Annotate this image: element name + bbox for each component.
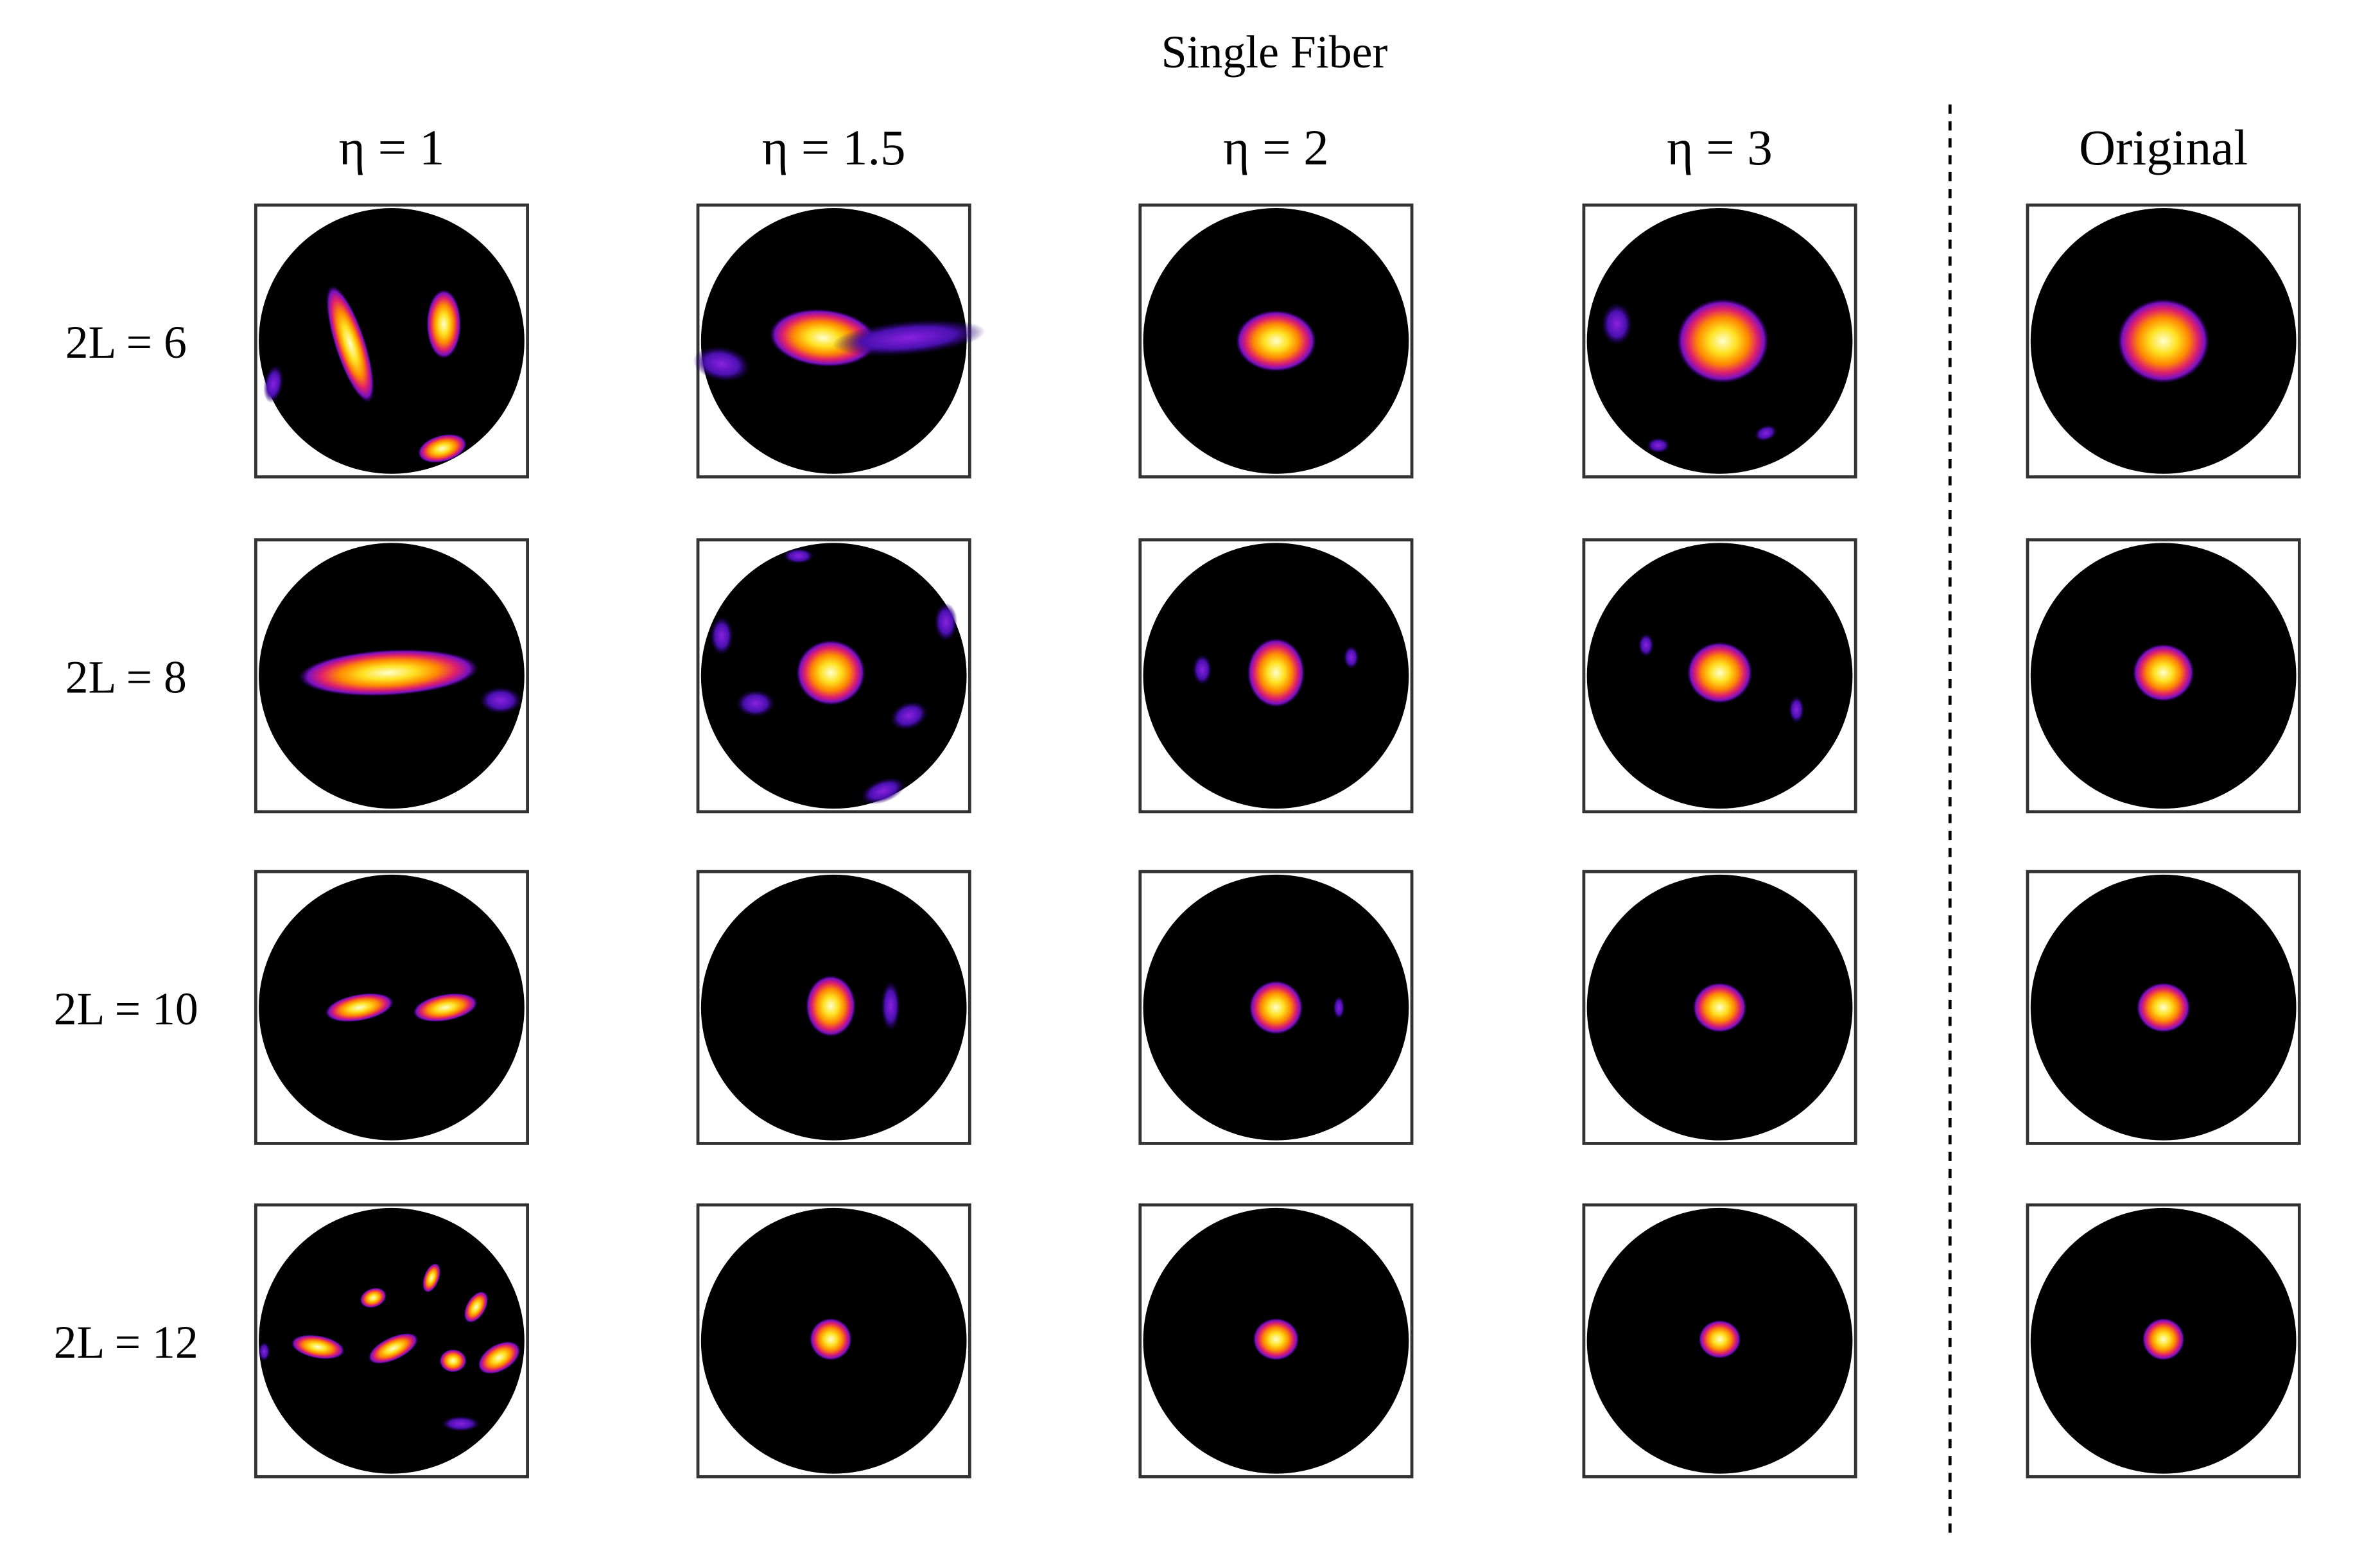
panel <box>696 538 971 814</box>
panel <box>1582 1203 1857 1478</box>
column-header: Original <box>2079 120 2248 176</box>
panel <box>2026 538 2301 814</box>
panel <box>696 1203 971 1478</box>
glyph-lobe <box>1676 299 1769 383</box>
glyph-lobe <box>439 1349 467 1372</box>
panel <box>1582 538 1857 814</box>
panel <box>696 870 971 1145</box>
glyph-lobe <box>1192 654 1212 685</box>
panel <box>1582 870 1857 1145</box>
glyph-lobe <box>934 602 958 642</box>
glyph-lobe <box>1247 638 1305 708</box>
glyph-lobe <box>1789 696 1805 723</box>
panel <box>1582 203 1857 478</box>
glyph-lobe <box>413 993 478 1022</box>
glyph-lobe <box>417 434 467 463</box>
panel <box>1138 870 1414 1145</box>
glyph-lobe <box>710 617 734 655</box>
column-header: η = 3 <box>1667 120 1773 176</box>
panel <box>2026 870 2301 1145</box>
glyph-lobe <box>2117 299 2210 383</box>
glyph-lobe <box>360 1287 387 1308</box>
glyph-lobe <box>422 1263 441 1293</box>
glyph-lobe <box>860 777 905 805</box>
glyph-lobe <box>736 690 775 717</box>
glyph-lobe <box>263 365 284 403</box>
glyph-lobe <box>1754 425 1777 442</box>
glyph-lobe <box>464 1291 489 1323</box>
column-header: η = 1 <box>339 120 445 176</box>
glyph-lobe <box>368 1333 419 1364</box>
panel <box>1138 538 1414 814</box>
panel-grid <box>254 203 2301 1478</box>
glyph-lobe <box>479 687 522 714</box>
panel <box>1138 1203 1414 1478</box>
panel <box>693 203 986 478</box>
glyph-lobe <box>1692 982 1747 1033</box>
glyph-lobe <box>426 289 462 359</box>
panel <box>2026 1203 2301 1478</box>
panel <box>254 538 529 814</box>
sphere <box>259 874 525 1141</box>
glyph-lobe <box>2142 1318 2185 1361</box>
panel <box>2026 203 2301 478</box>
glyph-lobe <box>1646 437 1670 453</box>
glyph-lobe <box>2136 982 2191 1033</box>
glyph-lobe <box>1698 1320 1741 1359</box>
glyph-lobe <box>1638 633 1654 657</box>
row-label: 2L = 12 <box>54 1317 198 1368</box>
glyph-lobe <box>806 975 856 1037</box>
glyph-lobe <box>1253 1318 1299 1361</box>
glyph-lobe <box>693 346 751 382</box>
glyph-lobe <box>298 649 479 697</box>
panel <box>254 1203 529 1478</box>
glyph-lobe <box>783 548 814 564</box>
column-header: η = 2 <box>1223 120 1329 176</box>
column-header: η = 1.5 <box>762 120 906 176</box>
glyph-lobe <box>1249 980 1303 1035</box>
glyph-lobe <box>441 1415 480 1432</box>
glyph-lobe <box>258 1342 270 1362</box>
glyph-lobe <box>478 1341 521 1374</box>
glyph-lobe <box>796 640 865 706</box>
glyph-lobe <box>325 993 394 1022</box>
row-label: 2L = 6 <box>65 317 187 368</box>
glyph-lobe <box>832 319 986 356</box>
glyph-lobe <box>810 1318 852 1361</box>
figure-title: Single Fiber <box>1161 26 1388 78</box>
row-label: 2L = 10 <box>54 983 198 1035</box>
glyph-lobe <box>291 1335 345 1360</box>
glyph-lobe <box>890 701 928 730</box>
sphere <box>259 208 525 474</box>
panel <box>1138 203 1414 478</box>
glyph-lobe <box>1333 995 1345 1019</box>
panel <box>254 870 529 1145</box>
panel <box>254 203 529 478</box>
glyph-lobe <box>1687 642 1753 704</box>
glyph-lobe <box>1235 310 1317 372</box>
glyph-lobe <box>1343 645 1359 669</box>
glyph-lobe <box>2132 644 2194 702</box>
glyph-lobe <box>1601 302 1633 346</box>
glyph-lobe <box>326 285 374 403</box>
glyph-lobe <box>881 981 901 1031</box>
row-label: 2L = 8 <box>65 652 187 703</box>
